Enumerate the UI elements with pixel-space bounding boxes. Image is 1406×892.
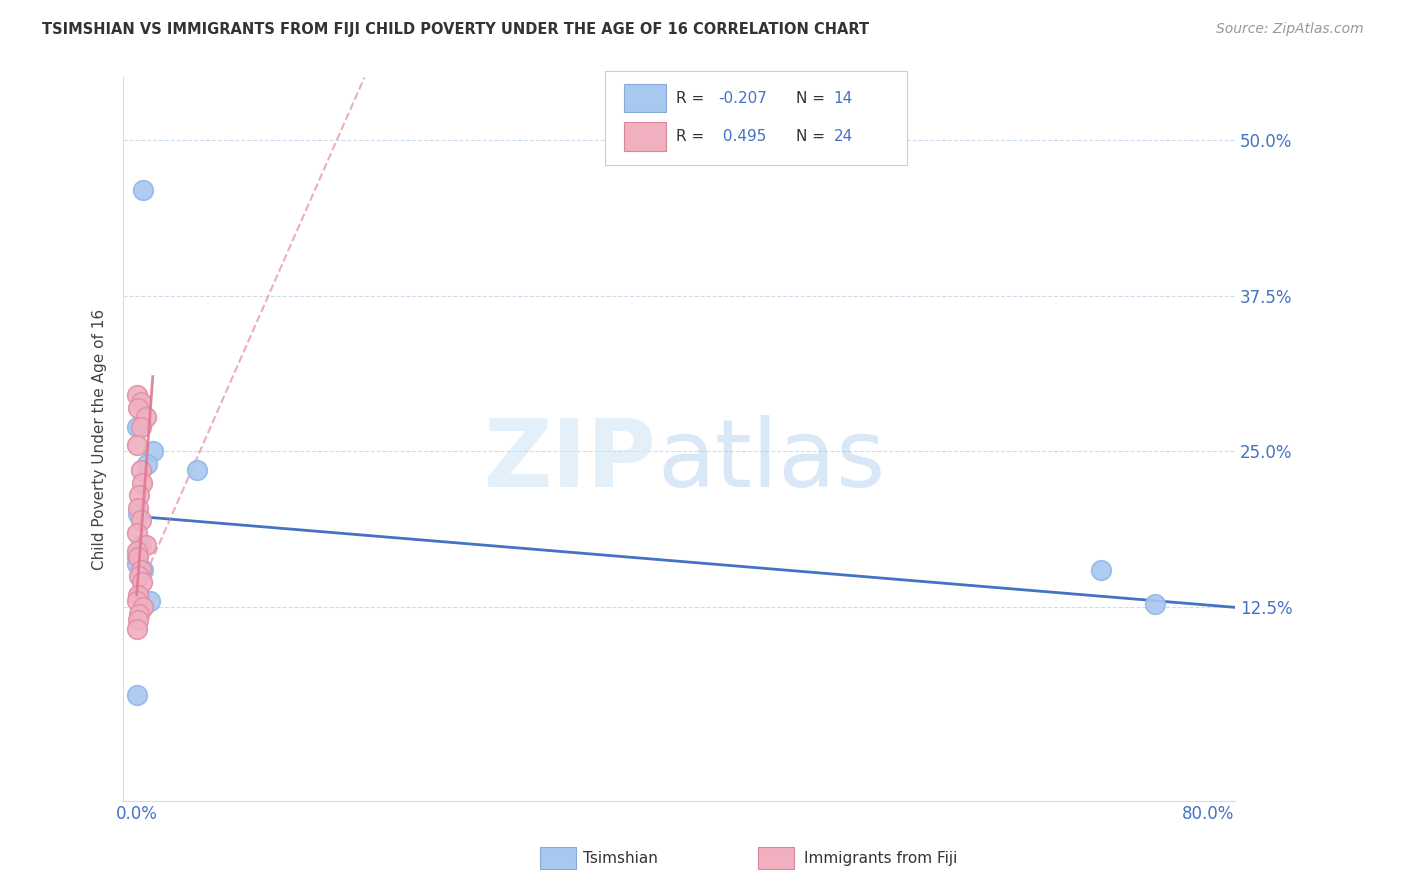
Point bbox=[129, 394, 152, 409]
Point bbox=[128, 588, 150, 602]
Point bbox=[125, 525, 148, 540]
Point bbox=[132, 600, 155, 615]
Text: -0.207: -0.207 bbox=[718, 91, 768, 105]
Y-axis label: Child Poverty Under the Age of 16: Child Poverty Under the Age of 16 bbox=[93, 309, 107, 570]
Point bbox=[128, 488, 150, 502]
Point bbox=[128, 607, 150, 621]
Point bbox=[125, 594, 148, 608]
Text: TSIMSHIAN VS IMMIGRANTS FROM FIJI CHILD POVERTY UNDER THE AGE OF 16 CORRELATION : TSIMSHIAN VS IMMIGRANTS FROM FIJI CHILD … bbox=[42, 22, 869, 37]
Point bbox=[125, 557, 148, 571]
Point bbox=[125, 544, 148, 558]
Text: 0.495: 0.495 bbox=[718, 129, 766, 144]
Text: R =: R = bbox=[676, 91, 710, 105]
Point bbox=[129, 563, 152, 577]
Point bbox=[127, 507, 149, 521]
Point bbox=[1090, 563, 1112, 577]
Text: ZIP: ZIP bbox=[484, 415, 657, 507]
Text: N =: N = bbox=[796, 91, 830, 105]
Point bbox=[129, 513, 152, 527]
Point bbox=[125, 622, 148, 636]
Point bbox=[132, 563, 155, 577]
Point bbox=[129, 538, 152, 552]
Point bbox=[142, 444, 165, 458]
Point bbox=[127, 500, 149, 515]
Text: R =: R = bbox=[676, 129, 710, 144]
Point bbox=[128, 569, 150, 583]
Text: N =: N = bbox=[796, 129, 830, 144]
Point bbox=[127, 588, 149, 602]
Point bbox=[125, 550, 148, 565]
Point bbox=[135, 409, 157, 424]
Text: 14: 14 bbox=[834, 91, 853, 105]
Point bbox=[125, 688, 148, 702]
Point bbox=[131, 575, 153, 590]
Text: 24: 24 bbox=[834, 129, 853, 144]
Point bbox=[125, 438, 148, 452]
Point bbox=[127, 401, 149, 415]
Point bbox=[125, 419, 148, 434]
Point bbox=[1143, 597, 1166, 611]
Text: Immigrants from Fiji: Immigrants from Fiji bbox=[804, 851, 957, 865]
Point bbox=[132, 183, 155, 197]
Point bbox=[186, 463, 208, 477]
Point bbox=[131, 475, 153, 490]
Point bbox=[127, 550, 149, 565]
Point bbox=[139, 594, 162, 608]
Point bbox=[135, 538, 157, 552]
Point bbox=[125, 388, 148, 402]
Point bbox=[127, 613, 149, 627]
Point bbox=[136, 457, 159, 471]
Point bbox=[129, 419, 152, 434]
Text: Tsimshian: Tsimshian bbox=[583, 851, 658, 865]
Text: Source: ZipAtlas.com: Source: ZipAtlas.com bbox=[1216, 22, 1364, 37]
Point bbox=[129, 463, 152, 477]
Text: atlas: atlas bbox=[657, 415, 886, 507]
